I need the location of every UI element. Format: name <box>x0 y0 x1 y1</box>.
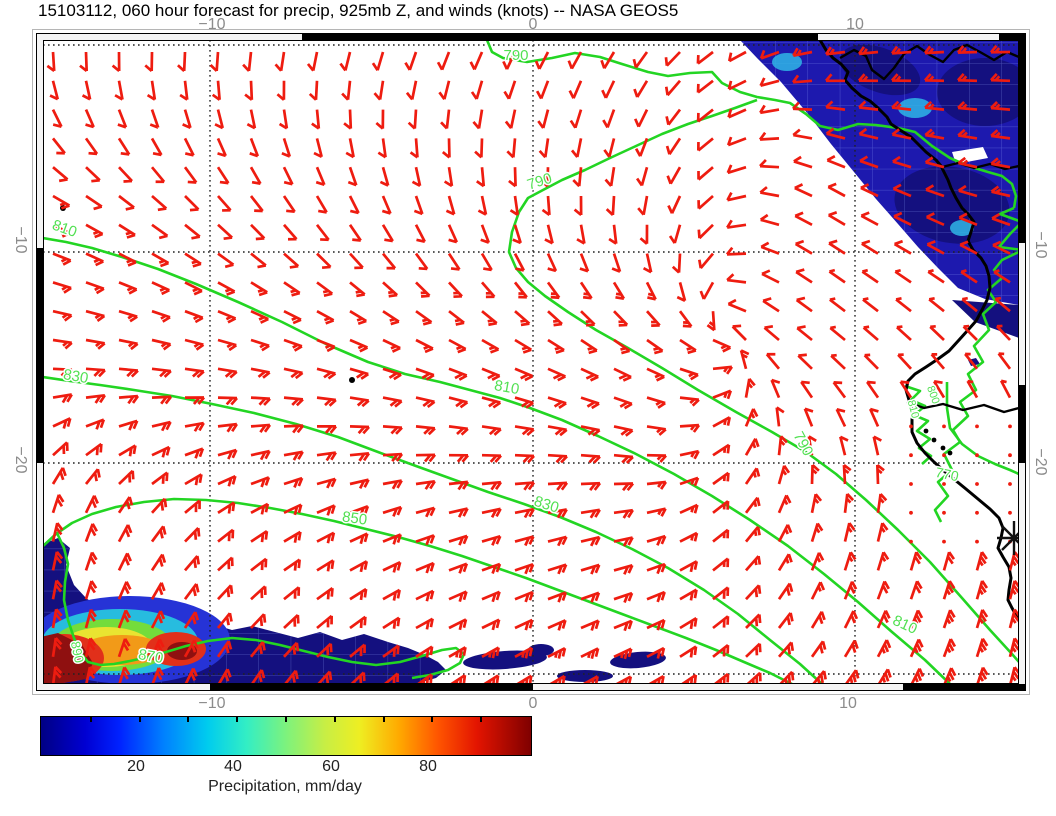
colorbar-tick-label: 60 <box>322 758 340 775</box>
wind-barbs-layer <box>46 44 1019 684</box>
colorbar-minor-tick <box>187 717 190 722</box>
contour-label: 830 <box>532 493 561 517</box>
axis-tick-label: 10 <box>846 16 864 33</box>
colorbar-minor-tick <box>236 717 239 722</box>
contour-label: 790 <box>525 170 554 194</box>
colorbar-minor-tick <box>138 717 141 722</box>
axis-tick-label: −10 <box>198 16 226 33</box>
axis-tick-label: 0 <box>528 16 538 33</box>
colorbar-minor-tick <box>89 717 92 722</box>
contour-label: 810 <box>493 377 521 398</box>
colorbar-minor-tick <box>285 717 287 722</box>
axis-tick-label: −10 <box>198 695 226 712</box>
colorbar-minor-tick <box>333 717 336 722</box>
contour-label: 890 <box>68 640 87 664</box>
axis-tick-label: 0 <box>528 695 538 712</box>
colorbar-gradient <box>41 717 531 755</box>
chart-title: 15103112, 060 hour forecast for precip, … <box>38 1 679 20</box>
colorbar-caption: Precipitation, mm/day <box>208 778 362 795</box>
map-content-layer: 7907908108308107908308508708908107708008… <box>43 40 1019 684</box>
contour-label: 770 <box>934 464 960 485</box>
colorbar-tick-label: 20 <box>127 758 145 775</box>
contour-label: 790 <box>503 47 528 64</box>
colorbar-tick-label: 40 <box>224 758 242 775</box>
colorbar-minor-tick <box>382 717 385 722</box>
contour-label: 810 <box>50 217 79 242</box>
axis-tick-label: 10 <box>839 695 857 712</box>
colorbar-minor-tick <box>480 717 483 722</box>
colorbar-tick-label: 80 <box>419 758 437 775</box>
contour-label: 830 <box>62 366 90 387</box>
colorbar-minor-tick <box>431 717 434 722</box>
contour-label: 850 <box>341 508 368 528</box>
precipitation-colorbar <box>40 716 532 756</box>
